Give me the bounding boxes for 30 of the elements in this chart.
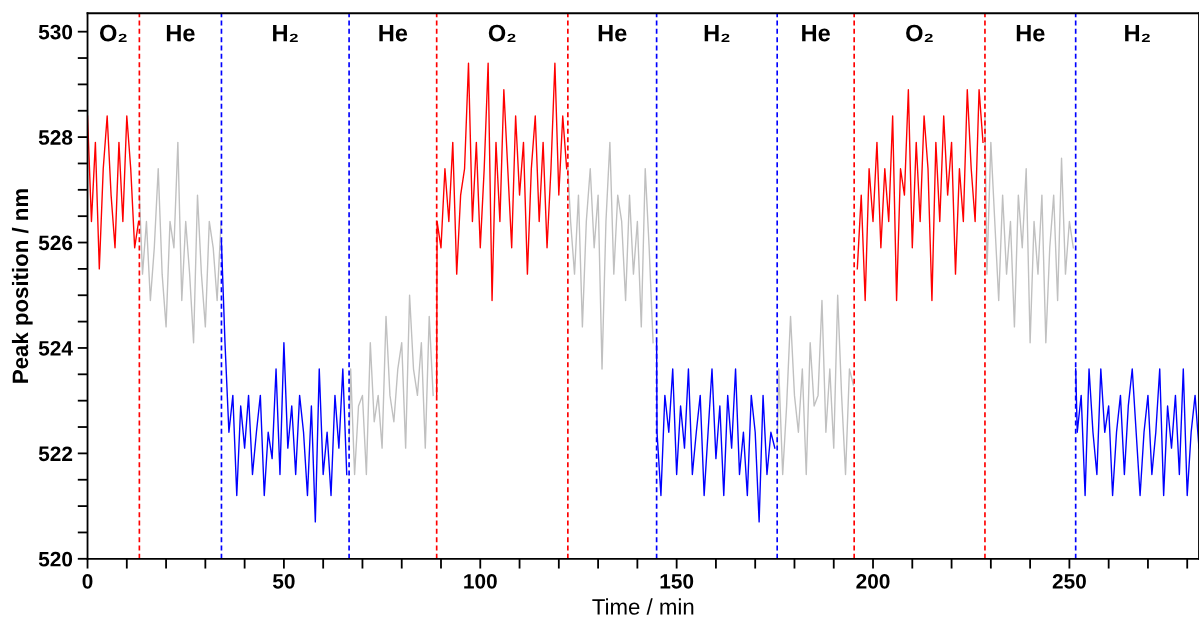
y-tick-label: 528 <box>38 130 73 145</box>
line-series <box>348 294 434 476</box>
annotation: He <box>802 24 830 42</box>
x-tick-label: 150 <box>660 573 694 589</box>
line-series <box>984 115 1075 344</box>
x-tick-label: 50 <box>272 573 295 589</box>
y-tick-label: 520 <box>38 551 73 567</box>
y-tick-label: 522 <box>38 446 73 462</box>
line-series <box>776 294 855 476</box>
y-tick-label: 524 <box>38 340 73 356</box>
annotation: H₂ <box>273 24 298 42</box>
line-series <box>138 141 222 344</box>
annotation: He <box>598 24 627 42</box>
annotation: H₂ <box>704 24 730 42</box>
annotation: H₂ <box>1125 24 1150 42</box>
y-axis-title: Peak position / nm <box>11 189 33 383</box>
y-tick-label: 530 <box>38 24 73 40</box>
x-tick-label: 250 <box>1052 573 1086 589</box>
x-tick-label: 200 <box>856 573 890 589</box>
annotation: O₂ <box>99 24 127 42</box>
x-tick-label: 0 <box>82 573 93 589</box>
annotation: He <box>1016 24 1045 42</box>
annotation: O₂ <box>488 24 516 42</box>
y-tick-label: 526 <box>38 235 73 251</box>
line-series <box>567 141 654 370</box>
annotation: He <box>166 24 195 42</box>
annotation: O₂ <box>906 24 933 42</box>
annotation: He <box>379 24 408 42</box>
x-axis-title: Time / min <box>592 598 694 615</box>
x-tick-label: 100 <box>464 573 497 589</box>
